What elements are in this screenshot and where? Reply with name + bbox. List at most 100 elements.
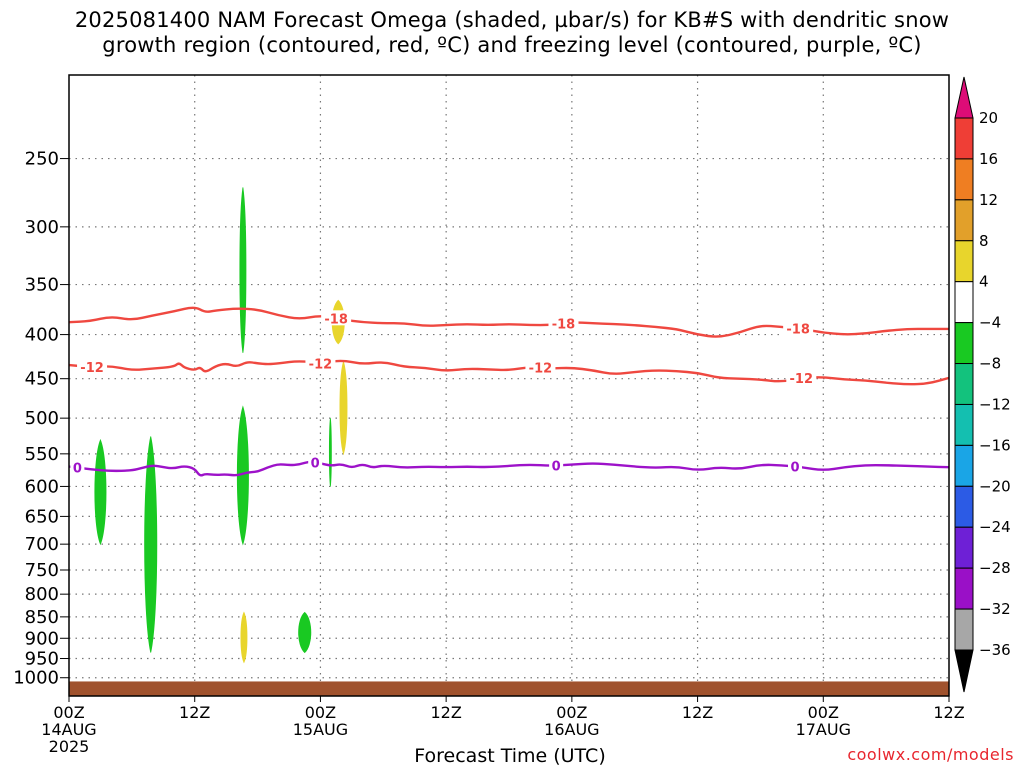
omega-region [328,418,332,487]
y-tick-label: 800 [25,584,59,605]
x-tick-label: 00Z [53,703,84,722]
contour-label-bg [783,320,814,336]
x-tick-label: 00Z [808,703,839,722]
colorbar-tick-label: −12 [979,395,1011,413]
colorbar-tick-label: −20 [979,477,1011,495]
x-tick-label: 16AUG [544,720,599,739]
colorbar-segment [954,567,974,610]
credit-link[interactable]: coolwx.com/models [847,745,1014,764]
contour-label: 0 [790,461,799,476]
y-tick-label: 900 [25,628,59,649]
x-tick-label: 12Z [682,703,713,722]
contour-line [69,306,949,338]
colorbar-segment [954,608,974,651]
colorbar-segment [954,444,974,487]
y-tick-label: 1000 [13,668,59,689]
colorbar-bottom-arrow [954,649,974,693]
contour-label: 0 [311,456,320,471]
y-tick-label: 500 [25,408,59,429]
x-axis-title: Forecast Time (UTC) [414,745,606,767]
chart-title-line1: 2025081400 NAM Forecast Omega (shaded, µ… [74,8,950,32]
omega-region [94,438,107,546]
contour-label: -12 [80,361,104,376]
contour-label-bg [549,457,564,473]
colorbar-tick-label: 16 [979,150,998,168]
colorbar-tick-label: 20 [979,109,998,127]
y-axis: 2503003504004505005506006507007508008509… [13,149,69,689]
y-tick-label: 300 [25,217,59,238]
contour-label-bg [77,358,108,374]
y-tick-label: 850 [25,607,59,628]
contour-label: -12 [790,372,814,387]
contour-label: -12 [529,362,553,377]
colorbar-segment [954,240,974,283]
colorbar-tick-label: 8 [979,232,989,250]
x-tick-label: 17AUG [796,720,851,739]
colorbar-segment [954,199,974,242]
colorbar-top-arrow [954,76,974,119]
colorbar-tick-label: 4 [979,273,989,291]
x-tick-label: 14AUG [41,720,96,739]
colorbar-segment [954,117,974,160]
x-tick-label: 00Z [305,703,336,722]
colorbar-tick-label: −4 [979,314,1001,332]
y-tick-label: 450 [25,369,59,390]
omega-region [239,187,247,353]
x-tick-label: 00Z [556,703,587,722]
contour-lines [69,306,949,477]
x-tick-label: 15AUG [293,720,348,739]
contour-label-bg [788,458,802,474]
colorbar-tick-label: 12 [979,191,998,209]
colorbar-segment [954,158,974,201]
omega-region [240,611,248,664]
chart-title: 2025081400 NAM Forecast Omega (shaded, µ… [0,8,1024,58]
colorbar-tick-label: −28 [979,559,1011,577]
contour-label-bg [786,370,817,386]
x-tick-label: 12Z [179,703,210,722]
y-tick-label: 350 [25,275,59,296]
contour-label: -18 [324,312,348,327]
terrain-fill [69,681,949,696]
x-tick-label: 12Z [430,703,461,722]
colorbar-segment [954,363,974,405]
omega-region [144,436,158,653]
omega-region [339,360,348,456]
x-tick-label: 2025 [49,737,90,756]
colorbar-segment [954,526,974,569]
contour-label: 0 [552,460,561,475]
y-tick-label: 950 [25,649,59,670]
contour-label-bg [308,454,323,470]
plot-frame [68,74,950,697]
colorbar-tick-label: −32 [979,600,1011,618]
grid-lines [69,75,949,696]
contour-label: -18 [552,317,576,332]
colorbar-tick-label: −16 [979,436,1011,454]
contour-line [69,359,949,386]
colorbar-segment [954,322,974,365]
y-tick-label: 700 [25,534,59,555]
omega-shading [94,187,348,664]
contour-labels: -18 -18 -18 -12 -12 -12 -12 0 0 0 0 [70,310,817,477]
contour-label-bg [70,459,85,475]
y-tick-label: 250 [25,149,59,170]
y-tick-label: 600 [25,476,59,497]
y-tick-label: 550 [25,444,59,465]
colorbar: 20 16 12 8 4 −4 −8 −12 −16 −20 −24 −28 −32 −36 [954,76,1011,693]
x-tick-label: 12Z [933,703,964,722]
contour-label-bg [321,310,352,326]
contour-label: 0 [73,462,82,477]
colorbar-segment [954,403,974,446]
contour-label: -18 [786,323,810,338]
omega-region [298,611,312,654]
contour-label-bg [525,359,556,375]
colorbar-tick-label: −36 [979,641,1011,659]
colorbar-segment [954,485,974,528]
colorbar-tick-label: −8 [979,355,1001,373]
contour-line [69,460,949,477]
colorbar-tick-label: −24 [979,518,1011,536]
contour-label-bg [305,355,336,371]
colorbar-segment [954,281,974,324]
contour-label-bg [548,315,579,331]
